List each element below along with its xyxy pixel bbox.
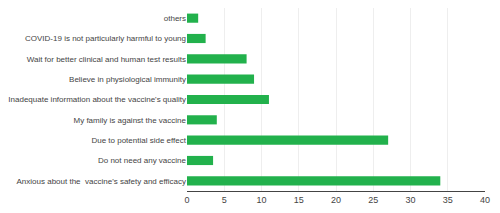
svg-text:Believe in physiological immun: Believe in physiological immunity <box>69 75 186 84</box>
svg-text:COVID-19 is not particularly h: COVID-19 is not particularly harmful to … <box>25 34 186 43</box>
svg-text:Anxious about the vaccine's s: Anxious about the vaccine's safety and e… <box>17 177 186 186</box>
svg-text:5: 5 <box>222 195 227 205</box>
svg-text:0: 0 <box>184 195 189 205</box>
svg-text:15: 15 <box>294 195 304 205</box>
svg-text:40: 40 <box>480 195 490 205</box>
svg-text:Due to potential side effect: Due to potential side effect <box>91 136 186 145</box>
svg-text:others: others <box>164 14 186 23</box>
svg-text:20: 20 <box>331 195 341 205</box>
svg-text:Inadequate information about t: Inadequate information about the vaccine… <box>8 95 186 104</box>
svg-text:25: 25 <box>368 195 378 205</box>
svg-text:10: 10 <box>256 195 266 205</box>
svg-text:My family is against the vacci: My family is against the vaccine <box>74 116 187 125</box>
svg-text:30: 30 <box>405 195 415 205</box>
svg-text:35: 35 <box>443 195 453 205</box>
svg-text:Wait for better clinical and h: Wait for better clinical and human test … <box>27 55 186 64</box>
svg-text:Do not need any vaccine: Do not need any vaccine <box>98 156 187 165</box>
